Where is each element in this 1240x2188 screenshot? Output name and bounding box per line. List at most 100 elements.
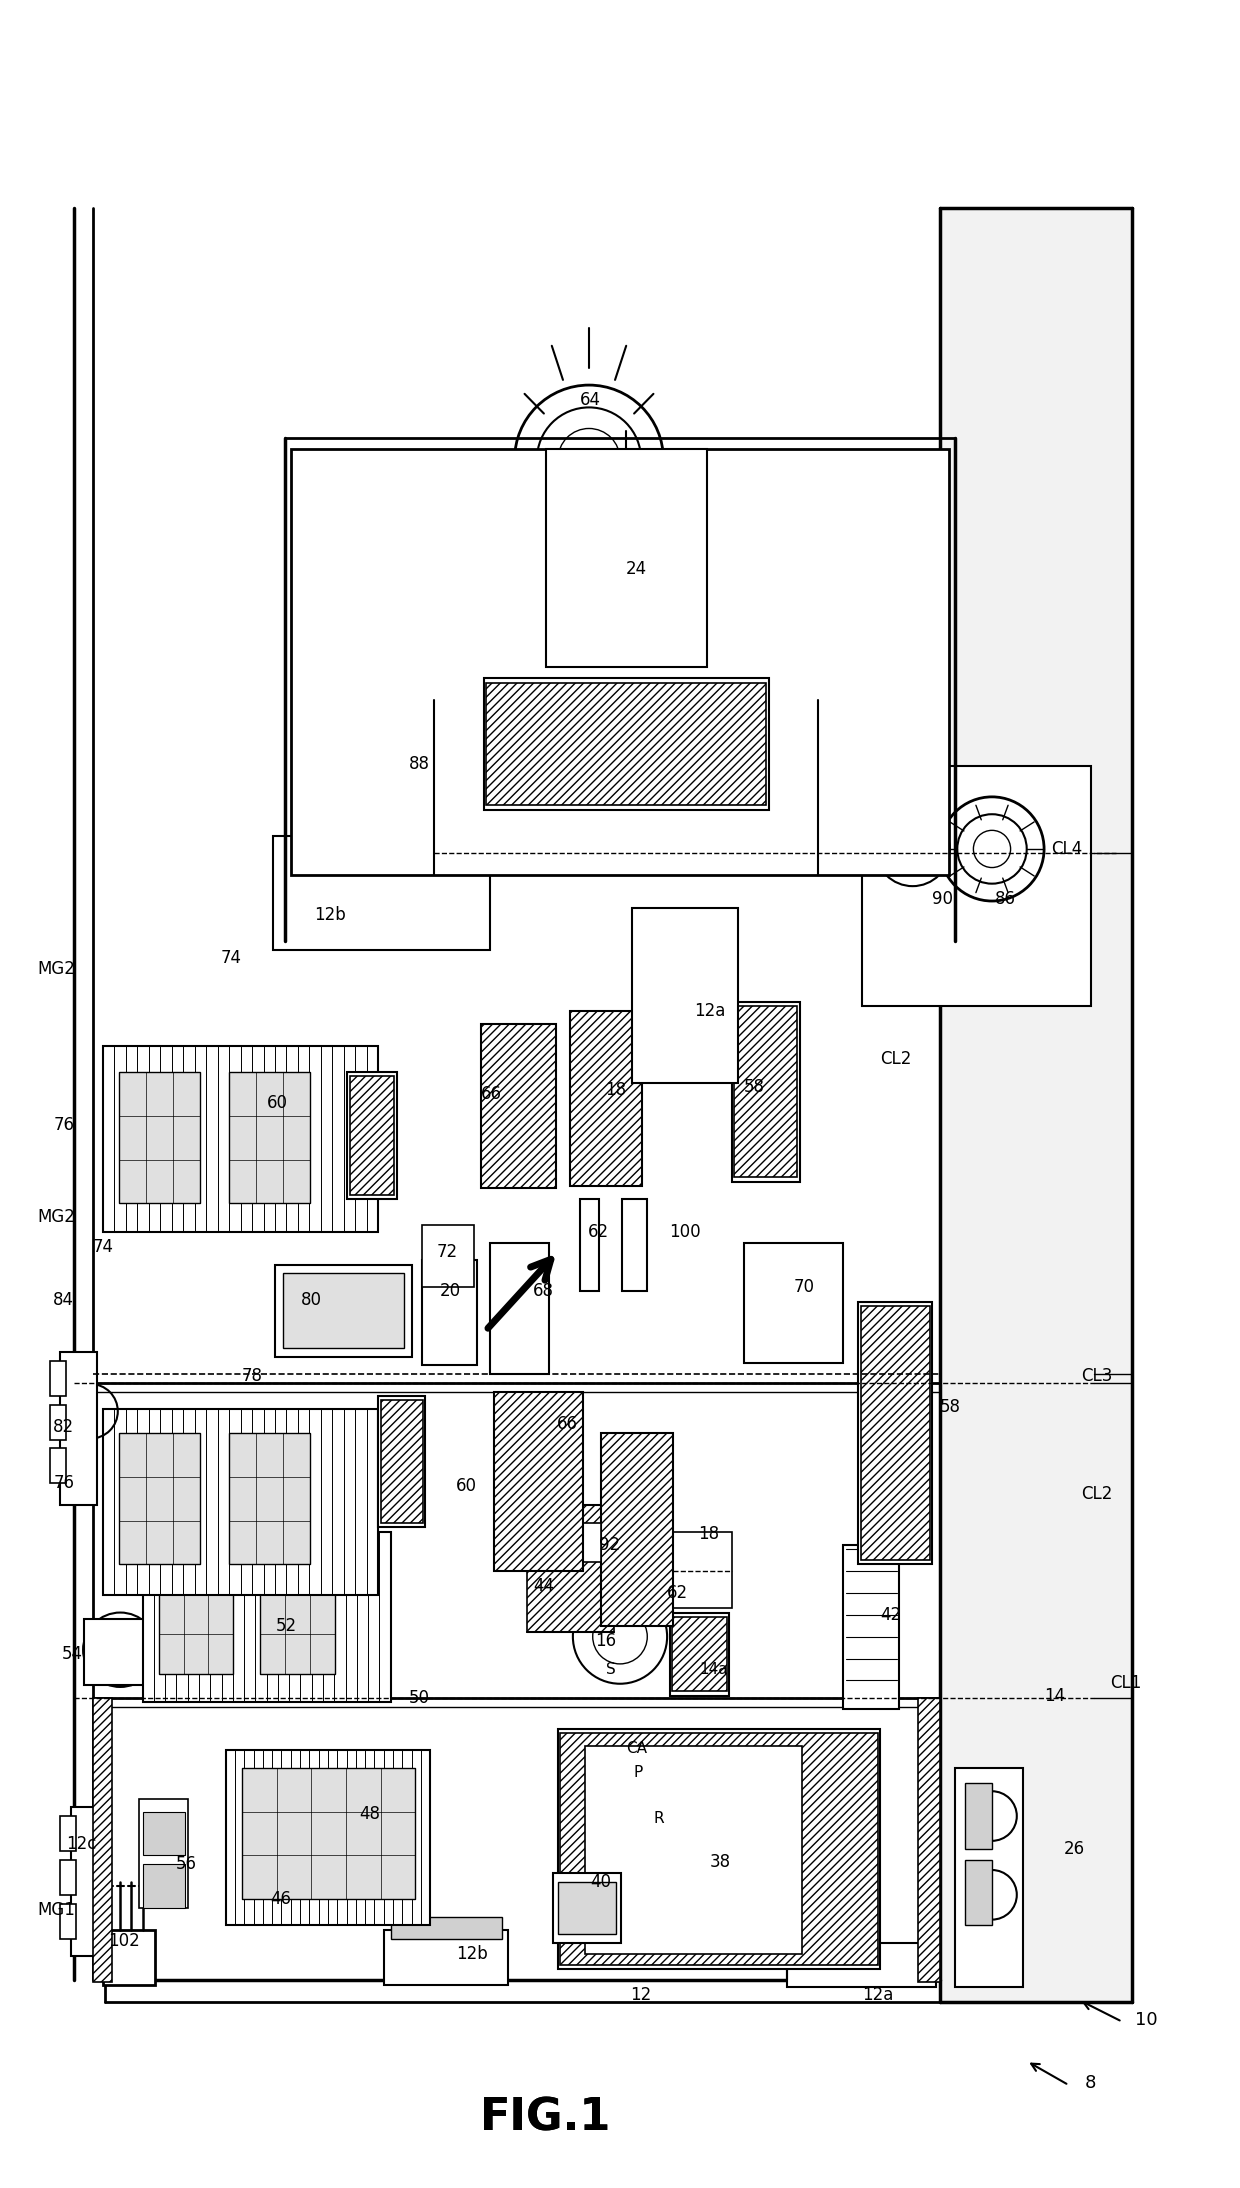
Text: 12a: 12a [694,1002,725,1020]
Text: 62: 62 [588,1223,609,1241]
Bar [103,1930,155,1985]
Bar [422,1260,477,1365]
Text: 74: 74 [93,1238,114,1256]
Bar [381,1400,423,1523]
Text: CL3: CL3 [1081,1368,1112,1385]
Bar [787,1943,936,1987]
Bar [955,1768,1023,1987]
Text: 24: 24 [626,560,647,578]
Text: CL1: CL1 [1110,1674,1141,1691]
Bar [50,1361,66,1396]
Bar [71,1807,105,1956]
Bar [533,1523,601,1562]
Bar [546,449,707,667]
Text: 48: 48 [360,1805,381,1823]
Text: 14: 14 [1044,1687,1065,1704]
Bar [843,1545,899,1709]
Bar [143,1864,185,1908]
Text: 90: 90 [932,891,954,908]
Bar [273,836,490,950]
Text: 12b: 12b [456,1945,489,1963]
Bar [260,1553,335,1674]
Text: CL2: CL2 [880,1050,911,1068]
Bar [965,1860,992,1925]
Bar [481,1024,556,1188]
Bar [670,1613,729,1696]
Bar [632,908,738,1083]
Text: 52: 52 [275,1617,296,1634]
Bar [93,1698,112,1982]
Text: 54: 54 [62,1645,83,1663]
Bar [732,1002,800,1182]
Bar [527,1505,614,1632]
Bar [734,1006,797,1177]
Bar [918,1698,940,1982]
Text: MG2: MG2 [37,961,76,978]
Text: 8: 8 [1085,2074,1096,2092]
Bar [335,635,515,788]
Bar [391,1917,502,1939]
Bar [494,1392,583,1571]
Bar [159,1553,233,1674]
Bar [60,1352,97,1505]
Bar [143,1532,391,1702]
Bar [291,449,949,875]
Bar [614,1532,732,1608]
Text: 38: 38 [709,1853,730,1871]
Text: 76: 76 [53,1475,74,1492]
Bar [119,1433,200,1564]
Text: 14a: 14a [699,1663,728,1676]
Bar [242,1768,415,1899]
Text: 20: 20 [440,1282,461,1300]
Text: 18: 18 [605,1081,626,1098]
Text: 60: 60 [267,1094,288,1112]
Text: S: S [606,1663,616,1676]
Text: CA: CA [626,1742,647,1755]
Bar [422,1225,474,1287]
Bar [384,1930,508,1985]
Text: 18: 18 [698,1525,719,1543]
Text: 76: 76 [53,1116,74,1133]
Bar [103,1046,378,1232]
Text: FIG.1: FIG.1 [480,2096,611,2140]
Bar [601,1433,673,1626]
Bar [585,1746,802,1954]
Text: 70: 70 [794,1278,815,1295]
Text: 88: 88 [409,755,430,772]
Bar [347,1072,397,1199]
Bar [744,1243,843,1363]
Text: 58: 58 [940,1398,961,1416]
Text: 46: 46 [270,1890,291,1908]
Text: R: R [653,1812,665,1825]
Text: 100: 100 [670,1223,702,1241]
Bar [60,1860,76,1895]
Bar [560,1733,878,1965]
Text: CL4: CL4 [1052,840,1083,858]
Text: 62: 62 [667,1584,688,1602]
Bar [940,208,1132,2002]
Bar [60,1904,76,1939]
Bar [601,1433,673,1626]
Text: 56: 56 [176,1855,197,1873]
Bar [570,1011,642,1186]
Bar [486,683,766,805]
Bar [229,1072,310,1203]
Text: 66: 66 [481,1085,502,1103]
Bar [143,1812,185,1855]
Text: 66: 66 [557,1416,578,1433]
Text: 72: 72 [436,1243,458,1260]
Bar [50,1448,66,1483]
Text: 86: 86 [994,891,1016,908]
Bar [103,1409,378,1595]
Bar [861,1306,930,1560]
Bar [490,1243,549,1374]
Bar [622,1199,647,1291]
Bar [139,1799,188,1908]
Bar [229,1433,310,1564]
Text: MG1: MG1 [37,1901,76,1919]
Bar [226,1750,430,1925]
Bar [119,1072,200,1203]
Bar [275,1265,412,1357]
Bar [494,1392,583,1571]
Text: 102: 102 [108,1932,140,1950]
